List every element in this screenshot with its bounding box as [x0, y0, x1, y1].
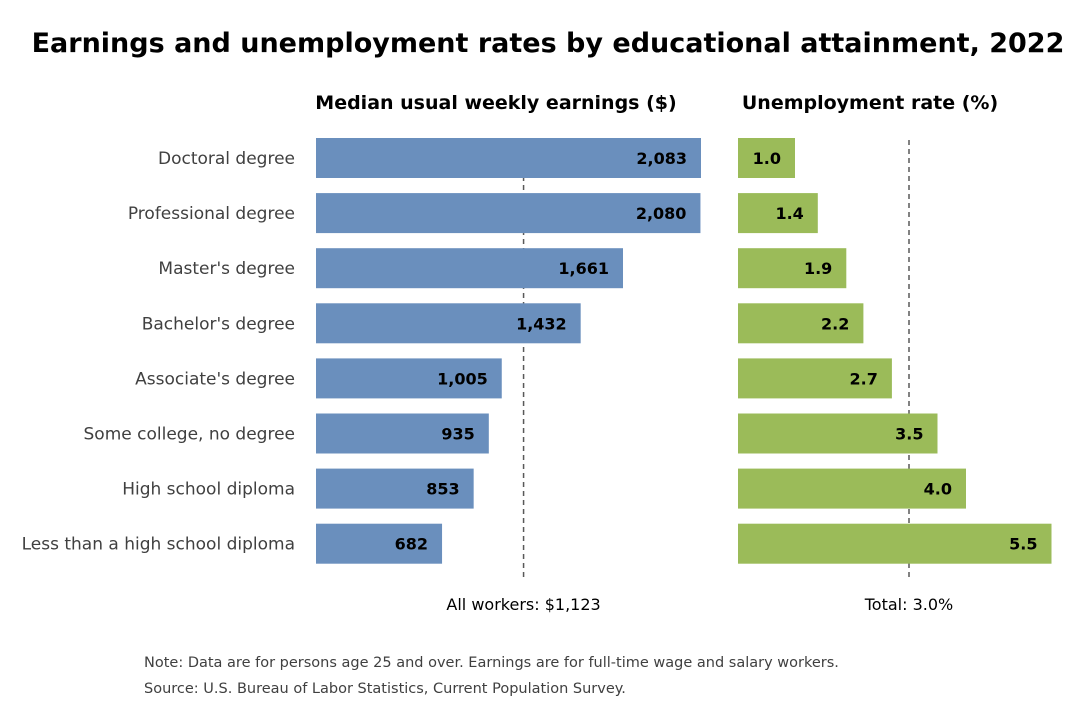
unemployment-reference-label: Total: 3.0% — [864, 595, 954, 614]
unemployment-bar — [738, 523, 1052, 564]
earnings-value-label: 2,080 — [636, 204, 687, 223]
unemployment-bar — [738, 413, 938, 454]
category-label: High school diploma — [122, 480, 295, 500]
earnings-value-label: 853 — [426, 480, 459, 499]
unemployment-value-label: 1.4 — [775, 204, 803, 223]
source-text: Source: U.S. Bureau of Labor Statistics,… — [144, 681, 626, 697]
earnings-bar — [316, 468, 474, 509]
category-label: Less than a high school diploma — [22, 535, 295, 555]
earnings-value-label: 935 — [441, 425, 474, 444]
earnings-reference-label: All workers: $1,123 — [446, 595, 600, 614]
earnings-value-label: 682 — [395, 535, 428, 554]
earnings-bar — [316, 413, 489, 454]
category-label: Professional degree — [128, 204, 295, 224]
unemployment-value-label: 3.5 — [895, 425, 923, 444]
unemployment-value-label: 2.2 — [821, 314, 849, 333]
earnings-bar — [316, 523, 443, 564]
category-label: Associate's degree — [135, 369, 295, 389]
unemployment-bar — [738, 248, 847, 289]
unemployment-bar — [738, 358, 892, 399]
unemployment-value-label: 1.0 — [753, 149, 781, 168]
unemployment-value-label: 4.0 — [924, 480, 952, 499]
earnings-value-label: 1,432 — [516, 314, 567, 333]
unemployment-bar — [738, 468, 966, 509]
chart-title: Earnings and unemployment rates by educa… — [32, 28, 1065, 59]
category-label: Doctoral degree — [158, 149, 295, 169]
unemployment-panel-title: Unemployment rate (%) — [742, 92, 998, 114]
unemployment-value-label: 1.9 — [804, 259, 832, 278]
earnings-panel-title: Median usual weekly earnings ($) — [315, 92, 676, 114]
category-label: Master's degree — [158, 259, 295, 279]
earnings-value-label: 2,083 — [636, 149, 687, 168]
earnings-value-label: 1,661 — [558, 259, 609, 278]
earnings-bar — [316, 193, 701, 234]
category-label: Some college, no degree — [84, 425, 295, 445]
earnings-bar — [316, 248, 624, 289]
unemployment-bar — [738, 138, 795, 178]
unemployment-bar — [738, 303, 864, 344]
earnings-bar — [316, 303, 581, 344]
unemployment-value-label: 5.5 — [1009, 535, 1037, 554]
unemployment-bar — [738, 193, 818, 234]
earnings-value-label: 1,005 — [437, 369, 488, 388]
category-label: Bachelor's degree — [142, 314, 295, 334]
earnings-bar — [316, 358, 502, 399]
note-text: Note: Data are for persons age 25 and ov… — [144, 655, 839, 671]
unemployment-value-label: 2.7 — [850, 369, 878, 388]
earnings-bar — [316, 138, 701, 178]
